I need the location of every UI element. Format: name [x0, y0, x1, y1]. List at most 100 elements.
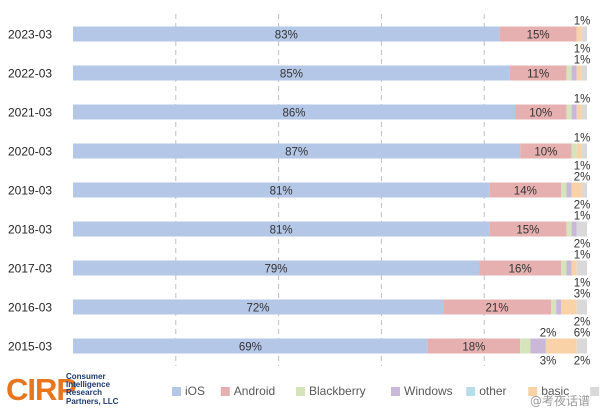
bar-ios-2022-03 [73, 65, 510, 81]
bar-android-2017-03 [479, 260, 562, 276]
data-label: 1% [574, 133, 591, 145]
data-label: 16% [509, 264, 532, 276]
category-label: 2021-03 [8, 106, 52, 120]
legend-label-android: Android [234, 384, 275, 398]
bar-android-2019-03 [489, 182, 562, 198]
data-label: 18% [462, 342, 485, 354]
bars [73, 26, 587, 354]
legend-swatch-other [466, 387, 476, 396]
bar-windows-2015-03 [530, 338, 546, 354]
data-label: 81% [270, 225, 293, 237]
bar-android-2023-03 [499, 26, 577, 42]
bar-android-2021-03 [515, 104, 567, 120]
legend-swatch-windows [391, 387, 400, 396]
data-label: 21% [486, 303, 509, 315]
data-label: 1% [574, 211, 591, 223]
category-label: 2019-03 [8, 184, 52, 198]
bar-blackberry-2022-03 [566, 65, 572, 81]
logo-mark: CIRP [6, 372, 77, 407]
bar-first-2015-03 [576, 338, 587, 354]
data-label: 72% [247, 303, 270, 315]
category-label: 2020-03 [8, 145, 52, 159]
bar-ios-2019-03 [73, 182, 490, 198]
category-label: 2018-03 [8, 223, 52, 237]
bar-blackberry-2019-03 [561, 182, 567, 198]
bar-basic-2015-03 [545, 338, 577, 354]
legend-swatch-basic [528, 387, 538, 396]
bar-first-2017-03 [576, 260, 587, 276]
category-label: 2015-03 [8, 340, 52, 354]
watermark: @考夜话谱 [529, 394, 590, 408]
data-label: 6% [574, 328, 591, 340]
bar-basic-2023-03 [576, 26, 582, 42]
data-label: 1% [574, 55, 591, 67]
bar-ios-2015-03 [73, 338, 428, 354]
bar-ios-2023-03 [73, 26, 500, 42]
bar-blackberry-2021-03 [566, 104, 572, 120]
data-label: 1% [574, 250, 591, 262]
data-label: 2% [574, 356, 591, 368]
legend-swatch-blackberry [296, 387, 305, 396]
legend-swatch-ios [172, 387, 181, 396]
bar-android-2018-03 [489, 221, 567, 237]
bar-blackberry-2015-03 [520, 338, 531, 354]
bar-windows-2019-03 [566, 182, 572, 198]
legend-label-windows: Windows [404, 384, 453, 398]
data-label: 69% [239, 342, 262, 354]
bar-first-2016-03 [576, 299, 587, 315]
bar-basic-2016-03 [561, 299, 577, 315]
cirp-logo: CIRP Consumer Intelligence Research Part… [6, 372, 126, 412]
bar-android-2020-03 [520, 143, 572, 159]
bar-android-2016-03 [443, 299, 552, 315]
bar-blackberry-2017-03 [561, 260, 567, 276]
data-label: 86% [283, 108, 306, 120]
bar-ios-2021-03 [73, 104, 516, 120]
logo-company-name: Consumer Intelligence Research Partners,… [66, 372, 119, 406]
data-label: 79% [265, 264, 288, 276]
bar-ios-2020-03 [73, 143, 521, 159]
data-label: 81% [270, 186, 293, 198]
data-label: 2% [574, 200, 591, 212]
data-label: 1% [574, 44, 591, 56]
bar-windows-2017-03 [566, 260, 572, 276]
bar-windows-2021-03 [571, 104, 577, 120]
legend-label-blackberry: Blackberry [309, 384, 366, 398]
data-label: 2% [574, 239, 591, 251]
bar-first-2023-03 [581, 26, 587, 42]
bar-basic-2019-03 [571, 182, 582, 198]
data-label: 1% [574, 16, 591, 28]
bar-basic-2021-03 [576, 104, 582, 120]
bar-first-2022-03 [581, 65, 587, 81]
data-label: 14% [514, 186, 537, 198]
category-label: 2017-03 [8, 262, 52, 276]
bar-first-2019-03 [581, 182, 587, 198]
data-label: 1% [574, 161, 591, 173]
bar-blackberry-2016-03 [551, 299, 557, 315]
bar-blackberry-2018-03 [566, 221, 572, 237]
data-label: 2% [574, 172, 591, 184]
bar-first-2021-03 [581, 104, 587, 120]
bar-ios-2017-03 [73, 260, 480, 276]
bar-ios-2018-03 [73, 221, 490, 237]
data-label: 10% [529, 108, 552, 120]
data-label: 3% [540, 356, 557, 368]
legend-label-ios: iOS [185, 384, 205, 398]
data-label: 2% [540, 328, 557, 340]
legend-swatch-first [590, 387, 600, 396]
bar-blackberry-2020-03 [571, 143, 577, 159]
data-label: 87% [285, 147, 308, 159]
bar-windows-2016-03 [556, 299, 562, 315]
bar-android-2022-03 [509, 65, 567, 81]
category-label: 2016-03 [8, 301, 52, 315]
data-labels: 83% 15%1%1%85% 11%1%86% 10%1%87% 10%1%1%81% 1… [239, 16, 590, 368]
data-label: 1% [574, 94, 591, 106]
bar-windows-2022-03 [571, 65, 577, 81]
legend-label-other: other [479, 384, 506, 398]
category-label: 2022-03 [8, 67, 52, 81]
bar-android-2015-03 [427, 338, 521, 354]
bar-first-2020-03 [581, 143, 587, 159]
category-label: 2023-03 [8, 28, 52, 42]
data-label: 85% [280, 69, 303, 81]
bar-ios-2016-03 [73, 299, 444, 315]
